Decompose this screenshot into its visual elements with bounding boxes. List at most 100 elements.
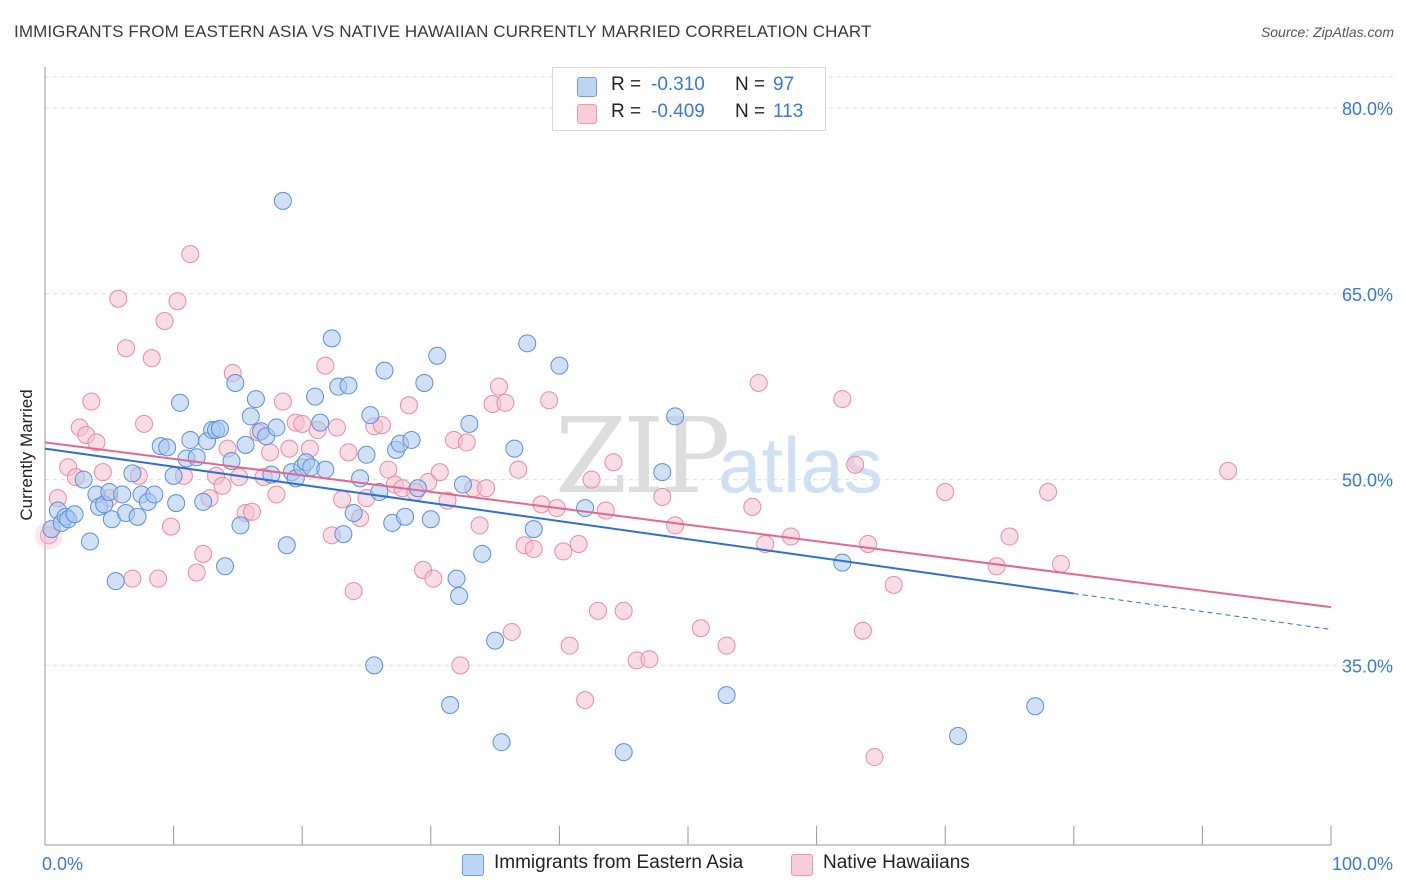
data-point-native-hawaiians	[1051, 554, 1070, 573]
data-point-native-hawaiians	[604, 453, 623, 472]
data-point-native-hawaiians	[509, 460, 528, 479]
data-point-eastern-asia	[339, 376, 358, 395]
data-point-eastern-asia	[473, 544, 492, 563]
data-point-eastern-asia	[576, 499, 595, 518]
data-point-eastern-asia	[375, 361, 394, 380]
data-point-eastern-asia	[210, 419, 229, 438]
data-point-native-hawaiians	[576, 691, 595, 710]
data-point-eastern-asia	[492, 733, 511, 752]
data-point-eastern-asia	[334, 525, 353, 544]
data-point-native-hawaiians	[640, 650, 659, 669]
data-point-native-hawaiians	[372, 416, 391, 435]
data-point-native-hawaiians	[833, 390, 852, 409]
data-point-native-hawaiians	[261, 443, 280, 462]
data-point-eastern-asia	[311, 413, 330, 432]
bottom-legend-label: Immigrants from Eastern Asia	[494, 852, 744, 873]
data-point-eastern-asia	[402, 430, 421, 449]
source-label: Source: ZipAtlas.com	[1260, 24, 1394, 40]
data-point-native-hawaiians	[135, 414, 154, 433]
data-point-native-hawaiians	[1039, 482, 1058, 501]
data-point-native-hawaiians	[749, 373, 768, 392]
data-point-eastern-asia	[450, 587, 469, 606]
data-point-eastern-asia	[460, 414, 479, 433]
data-point-eastern-asia	[505, 439, 524, 458]
data-point-native-hawaiians	[280, 439, 299, 458]
data-point-native-hawaiians	[653, 487, 672, 506]
data-point-native-hawaiians	[316, 356, 335, 375]
data-point-eastern-asia	[241, 407, 260, 426]
data-point-native-hawaiians	[489, 377, 508, 396]
data-point-eastern-asia	[614, 743, 633, 762]
data-point-native-hawaiians	[717, 636, 736, 655]
data-point-native-hawaiians	[168, 292, 187, 311]
data-point-eastern-asia	[949, 726, 968, 745]
data-point-native-hawaiians	[267, 485, 286, 504]
legend-n-value: 97	[773, 74, 795, 95]
data-point-native-hawaiians	[123, 569, 142, 588]
data-point-native-hawaiians	[424, 569, 443, 588]
bottom-legend-swatch-blue	[462, 854, 484, 876]
series-native-hawaiians	[34, 245, 1238, 767]
data-point-native-hawaiians	[379, 460, 398, 479]
legend-swatch-pink	[577, 104, 597, 124]
data-point-eastern-asia	[316, 460, 335, 479]
legend-r-value: -0.310	[651, 74, 705, 95]
data-point-native-hawaiians	[554, 542, 573, 561]
data-point-native-hawaiians	[333, 490, 352, 509]
y-tick-label: 35.0%	[1342, 656, 1393, 676]
data-point-native-hawaiians	[149, 569, 168, 588]
legend-n-label: N =	[735, 101, 766, 122]
y-tick-label: 65.0%	[1342, 285, 1393, 305]
data-point-native-hawaiians	[181, 245, 200, 264]
data-point-native-hawaiians	[1000, 527, 1019, 546]
bottom-legend-label: Native Hawaiians	[823, 852, 970, 873]
data-point-eastern-asia	[181, 430, 200, 449]
data-point-eastern-asia	[518, 334, 537, 353]
data-point-eastern-asia	[1026, 697, 1045, 716]
data-point-eastern-asia	[344, 504, 363, 523]
data-point-eastern-asia	[361, 406, 380, 425]
x-tick-label: 100.0%	[1332, 854, 1393, 874]
data-point-eastern-asia	[357, 445, 376, 464]
data-point-native-hawaiians	[884, 575, 903, 594]
data-point-eastern-asia	[666, 407, 685, 426]
tick-labels: 35.0% 50.0% 65.0% 80.0% 0.0% 100.0%	[42, 99, 1393, 874]
data-point-native-hawaiians	[496, 393, 515, 412]
data-point-eastern-asia	[415, 373, 434, 392]
data-point-native-hawaiians	[187, 563, 206, 582]
data-point-native-hawaiians	[451, 656, 470, 675]
watermark-zip: ZIP	[555, 395, 727, 517]
legend-r-label: R =	[611, 74, 642, 95]
data-point-eastern-asia	[421, 510, 440, 529]
data-point-native-hawaiians	[194, 544, 213, 563]
trend-line-eastern-asia	[44, 447, 1074, 595]
legend: R = -0.310 N = 97 R = -0.409 N = 113	[552, 67, 826, 131]
data-point-eastern-asia	[216, 557, 235, 576]
data-point-native-hawaiians	[273, 392, 292, 411]
data-point-eastern-asia	[447, 569, 466, 588]
data-point-native-hawaiians	[93, 463, 112, 482]
watermark: ZIP atlas	[555, 395, 883, 517]
trend-lines	[44, 441, 1332, 630]
data-point-native-hawaiians	[582, 470, 601, 489]
data-point-eastern-asia	[306, 387, 325, 406]
data-point-native-hawaiians	[162, 517, 181, 536]
data-point-eastern-asia	[453, 475, 472, 494]
trend-line-native-hawaiians	[44, 441, 1332, 609]
data-point-native-hawaiians	[477, 479, 496, 498]
data-point-eastern-asia	[128, 507, 147, 526]
data-point-native-hawaiians	[853, 621, 872, 640]
data-point-eastern-asia	[428, 346, 447, 365]
data-point-native-hawaiians	[87, 433, 106, 452]
legend-n-value: 113	[773, 101, 804, 122]
data-point-eastern-asia	[441, 696, 460, 715]
data-point-eastern-asia	[246, 390, 265, 409]
data-point-native-hawaiians	[569, 534, 588, 553]
data-point-eastern-asia	[65, 505, 84, 524]
data-point-native-hawaiians	[430, 463, 449, 482]
data-point-eastern-asia	[653, 463, 672, 482]
chart-title: IMMIGRANTS FROM EASTERN ASIA VS NATIVE H…	[14, 22, 872, 41]
series-eastern-asia	[42, 191, 1045, 762]
legend-n-label: N =	[735, 74, 766, 95]
